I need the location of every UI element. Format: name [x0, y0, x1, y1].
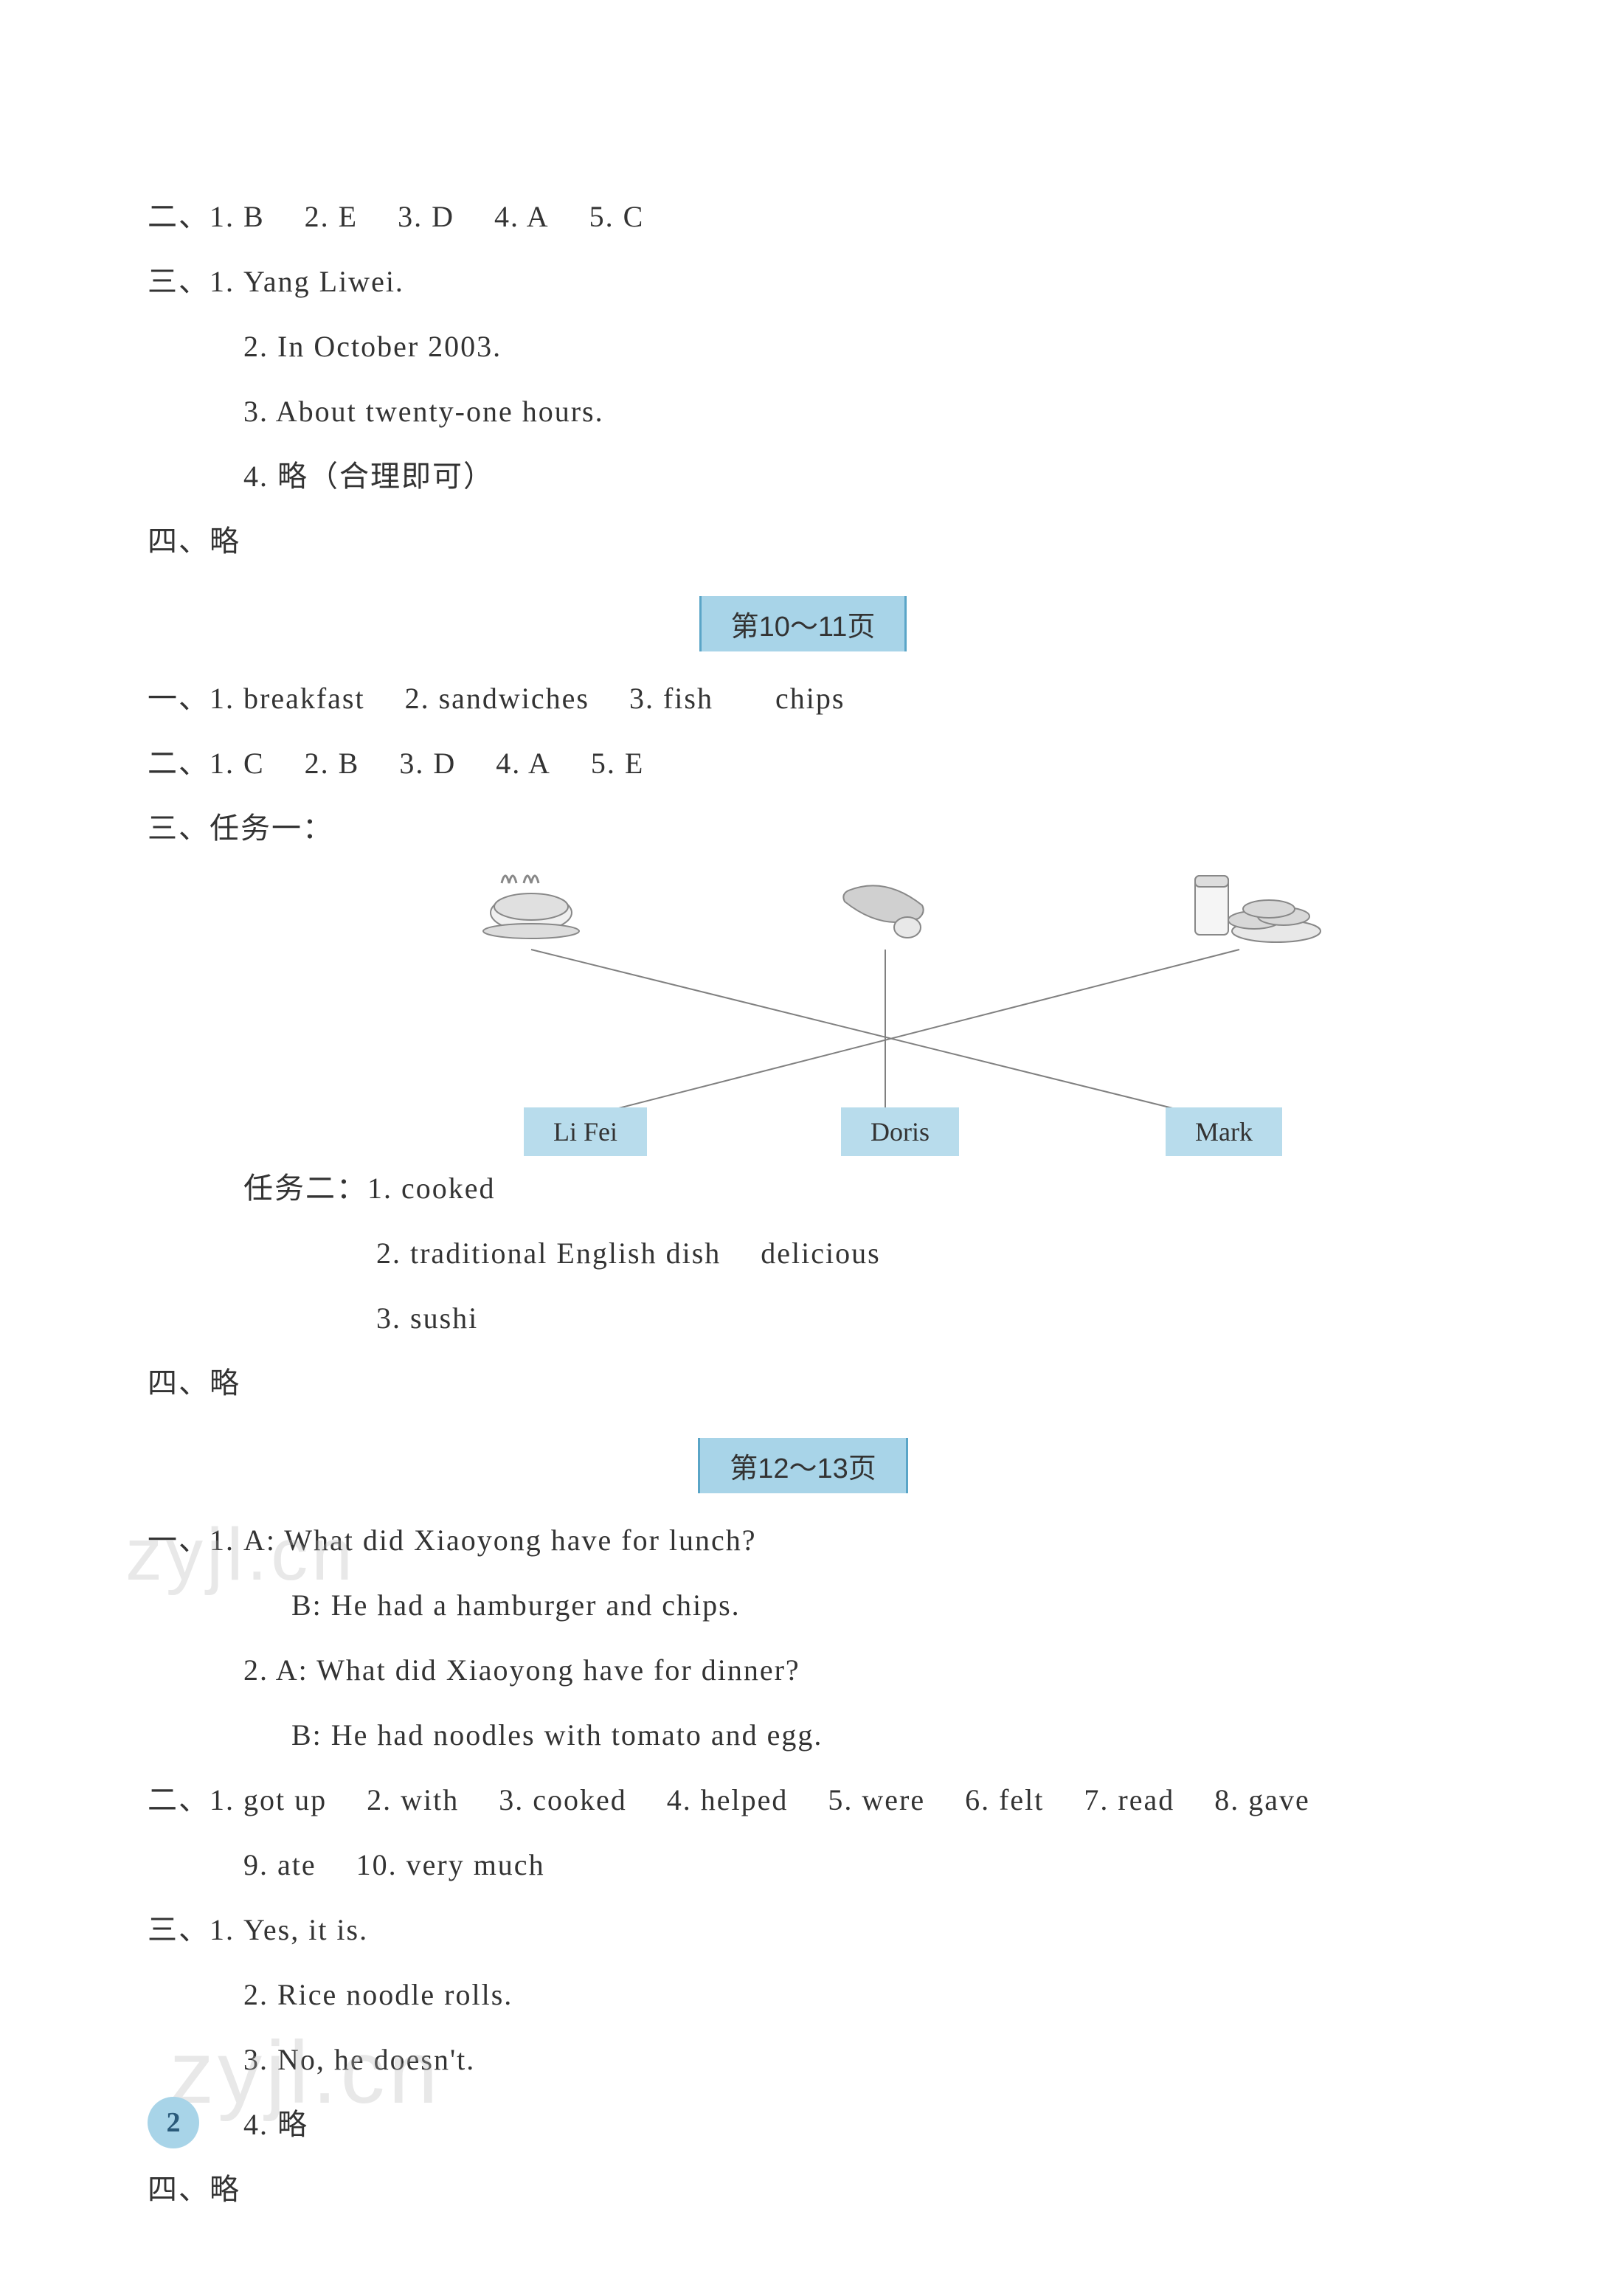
s1-task2-2: 2. traditional English dish delicious [148, 1221, 1458, 1286]
page-root: 二、1. B 2. E 3. D 4. A 5. C 三、1. Yang Liw… [0, 0, 1606, 2296]
s2-si: 四、略 [148, 2157, 1458, 2222]
answer-line-san-4: 4. 略（合理即可） [148, 444, 1458, 509]
answer-line-san-2: 2. In October 2003. [148, 314, 1458, 379]
s2-er-1: 二、1. got up 2. with 3. cooked 4. helped … [148, 1768, 1458, 1833]
matching-diagram: Li Fei Doris Mark [354, 861, 1387, 1156]
s2-yi-1a: 一、1. A: What did Xiaoyong have for lunch… [148, 1508, 1458, 1573]
s2-yi-1b: B: He had a hamburger and chips. [148, 1573, 1458, 1638]
s2-yi-2b: B: He had noodles with tomato and egg. [148, 1703, 1458, 1768]
s2-san-2: 2. Rice noodle rolls. [148, 1963, 1458, 2027]
name-box-right: Mark [1166, 1107, 1282, 1156]
name-box-left: Li Fei [524, 1107, 647, 1156]
food-milk-bread-icon [1180, 861, 1328, 950]
s1-line-yi: 一、1. breakfast 2. sandwiches 3. fish chi… [148, 666, 1458, 731]
section-badge-2: 第12～13页 [698, 1438, 908, 1493]
s2-san-1: 三、1. Yes, it is. [148, 1898, 1458, 1963]
s1-task2-head: 任务二：1. cooked [148, 1156, 1458, 1221]
answer-line-san-1: 三、1. Yang Liwei. [148, 249, 1458, 314]
page-number-badge: 2 [148, 2097, 199, 2148]
section-badge-1: 第10～11页 [699, 596, 907, 651]
s1-line-si: 四、略 [148, 1351, 1458, 1416]
section-header-1: 第10～11页 [148, 596, 1458, 651]
s2-yi-2a: 2. A: What did Xiaoyong have for dinner? [148, 1638, 1458, 1703]
food-soup-icon [472, 861, 590, 950]
s1-line-er: 二、1. C 2. B 3. D 4. A 5. E [148, 731, 1458, 796]
food-sausage-icon [826, 861, 944, 950]
s1-line-san-head: 三、任务一： [148, 796, 1458, 861]
name-box-mid: Doris [841, 1107, 959, 1156]
s2-er-2: 9. ate 10. very much [148, 1833, 1458, 1898]
answer-line-er: 二、1. B 2. E 3. D 4. A 5. C [148, 184, 1458, 249]
section-header-2: 第12～13页 [148, 1438, 1458, 1493]
s2-san-4: 4. 略 [148, 2092, 1458, 2157]
s1-task2-3: 3. sushi [148, 1286, 1458, 1351]
answer-line-san-3: 3. About twenty-one hours. [148, 379, 1458, 444]
answer-line-si: 四、略 [148, 509, 1458, 574]
s2-san-3: 3. No, he doesn't. [148, 2027, 1458, 2092]
